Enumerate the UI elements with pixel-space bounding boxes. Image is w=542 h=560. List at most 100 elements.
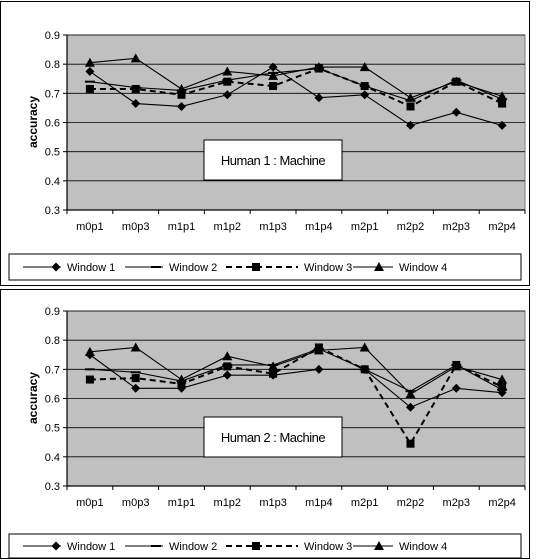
data-point bbox=[131, 99, 141, 109]
chart-panel-human2: 0.3 0.4 0.5 0.6 0.7 0.8 0.9 m0p1 m0p3 m1p1 m1p2 m1p… bbox=[0, 289, 530, 559]
data-point bbox=[451, 76, 462, 86]
data-point bbox=[451, 107, 461, 117]
series-line bbox=[89, 57, 503, 99]
y-tick-label: 0.8 bbox=[45, 59, 60, 71]
data-point bbox=[222, 370, 232, 380]
data-point bbox=[498, 99, 507, 108]
data-point bbox=[360, 82, 369, 91]
x-tick-label: m1p4 bbox=[305, 497, 333, 509]
annotation-label: Human 1 : Machine bbox=[221, 153, 325, 168]
data-point bbox=[314, 93, 324, 103]
annotation-label: Human 2 : Machine bbox=[221, 430, 325, 445]
x-tick-label: m0p3 bbox=[122, 497, 150, 509]
x-tick-label: m1p2 bbox=[214, 221, 242, 233]
annotation-box bbox=[203, 139, 343, 181]
legend-label: Window 3 bbox=[304, 541, 352, 553]
series-line bbox=[89, 346, 503, 395]
data-point bbox=[268, 62, 278, 72]
line-chart-human2: 0.3 0.4 0.5 0.6 0.7 0.8 0.9 m0p1 m0p3 m1p1 m1p2 m1p… bbox=[8, 306, 526, 559]
data-point bbox=[268, 70, 279, 80]
data-point bbox=[85, 375, 94, 384]
legend-item-window-3: Window 3 bbox=[226, 262, 352, 274]
data-point bbox=[176, 83, 187, 93]
series-line bbox=[89, 66, 503, 127]
legend-marker bbox=[252, 542, 260, 550]
legend-marker bbox=[252, 263, 260, 271]
legend-label: Window 2 bbox=[169, 262, 217, 274]
x-tick-label: m2p2 bbox=[397, 221, 425, 233]
series-line bbox=[89, 354, 503, 408]
series-line bbox=[89, 67, 503, 108]
legend-label: Window 4 bbox=[399, 262, 447, 274]
x-tick-label: m1p1 bbox=[168, 497, 196, 509]
data-point bbox=[497, 120, 507, 130]
data-point bbox=[177, 379, 186, 388]
y-tick-label: 0.8 bbox=[45, 335, 60, 347]
y-tick-label: 0.3 bbox=[45, 205, 60, 217]
x-tick-label: m0p3 bbox=[122, 221, 150, 233]
data-point bbox=[406, 402, 415, 412]
data-point bbox=[223, 362, 232, 371]
x-tick-label: m0p1 bbox=[76, 497, 104, 509]
legend-item-window-4: Window 4 bbox=[353, 541, 447, 553]
series-line bbox=[89, 346, 503, 446]
y-tick-label: 0.3 bbox=[45, 481, 60, 493]
legend-item-window-2: Window 2 bbox=[125, 262, 217, 274]
series-window-4 bbox=[84, 342, 508, 399]
legend-label: Window 3 bbox=[304, 262, 352, 274]
x-tick-label: m0p1 bbox=[76, 221, 104, 233]
series-window-1 bbox=[85, 62, 507, 130]
legend-label: Window 4 bbox=[399, 541, 447, 553]
legend-item-window-4: Window 4 bbox=[353, 262, 447, 274]
data-point bbox=[406, 120, 415, 130]
x-tick-label: m1p3 bbox=[259, 221, 287, 233]
legend-label: Window 1 bbox=[67, 541, 115, 553]
data-point bbox=[222, 90, 232, 100]
x-tick-label: m2p4 bbox=[488, 221, 516, 233]
data-point bbox=[406, 439, 415, 448]
data-point bbox=[130, 371, 141, 374]
y-tick-label: 0.9 bbox=[45, 306, 60, 318]
data-point bbox=[313, 62, 324, 72]
data-point bbox=[360, 365, 369, 374]
data-point bbox=[85, 84, 94, 93]
y-tick-label: 0.9 bbox=[45, 30, 60, 42]
data-point bbox=[84, 368, 95, 371]
legend-item-window-1: Window 1 bbox=[23, 262, 115, 274]
legend-box bbox=[8, 253, 522, 281]
data-point bbox=[269, 369, 278, 378]
series-line bbox=[89, 348, 503, 392]
annotation-box bbox=[203, 416, 343, 458]
chart-panel-human1: 0.3 0.4 0.5 0.6 0.7 0.8 0.9 m0p1 m0p3 m1p1 m1p2 m1p… bbox=[0, 1, 530, 286]
data-point bbox=[131, 374, 140, 383]
x-tick-label: m1p2 bbox=[214, 497, 242, 509]
x-tick-label: m2p3 bbox=[443, 497, 471, 509]
legend-marker bbox=[374, 541, 384, 550]
y-tick-label: 0.5 bbox=[45, 147, 60, 159]
y-tick-label: 0.6 bbox=[45, 118, 60, 130]
legend-item-window-3: Window 3 bbox=[226, 541, 352, 553]
data-point bbox=[497, 388, 507, 398]
data-point bbox=[131, 383, 141, 393]
legend-box bbox=[8, 533, 522, 559]
data-point bbox=[314, 364, 324, 374]
data-point bbox=[131, 84, 140, 93]
data-point bbox=[313, 345, 324, 355]
legend-label: Window 1 bbox=[67, 262, 115, 274]
x-tick-label: m1p4 bbox=[305, 221, 333, 233]
data-point bbox=[497, 91, 508, 101]
data-point bbox=[84, 80, 95, 83]
data-point bbox=[406, 102, 415, 111]
legend-marker bbox=[51, 262, 61, 272]
data-point bbox=[177, 101, 186, 111]
data-point bbox=[360, 90, 370, 100]
legend-marker bbox=[151, 545, 161, 547]
x-tick-label: m2p1 bbox=[351, 497, 379, 509]
data-point bbox=[177, 90, 186, 99]
y-tick-label: 0.7 bbox=[45, 88, 60, 100]
y-tick-label: 0.5 bbox=[45, 423, 60, 435]
data-point bbox=[130, 53, 141, 63]
data-point bbox=[130, 342, 141, 352]
data-point bbox=[497, 374, 508, 384]
data-point bbox=[222, 351, 233, 361]
